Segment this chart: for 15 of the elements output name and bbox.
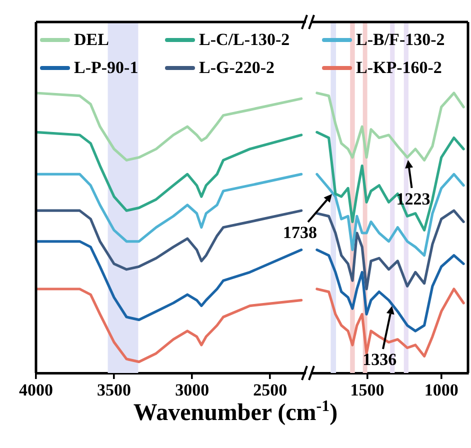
annotation: 1336 xyxy=(362,350,397,370)
legend-label: L-C/L-130-2 xyxy=(199,30,290,50)
x-tick-label: 4000 xyxy=(19,380,53,400)
x-axis-title: Wavenumber (cm$^{-1}$) xyxy=(132,398,339,427)
legend-label: L-B/F-130-2 xyxy=(356,30,445,50)
x-tick-label: 1000 xyxy=(424,380,458,400)
x-tick-label: 3000 xyxy=(175,380,210,400)
legend-label: L-G-220-2 xyxy=(199,58,275,78)
annotation: 1738 xyxy=(283,223,318,242)
legend-label: DEL xyxy=(74,30,109,50)
legend-label: L-KP-160-2 xyxy=(356,58,442,78)
legend-label: L-P-90-1 xyxy=(74,58,138,78)
x-tick-label: 1500 xyxy=(350,380,384,400)
x-tick-label: 2500 xyxy=(253,380,288,400)
x-tick-label: 3500 xyxy=(97,380,132,400)
